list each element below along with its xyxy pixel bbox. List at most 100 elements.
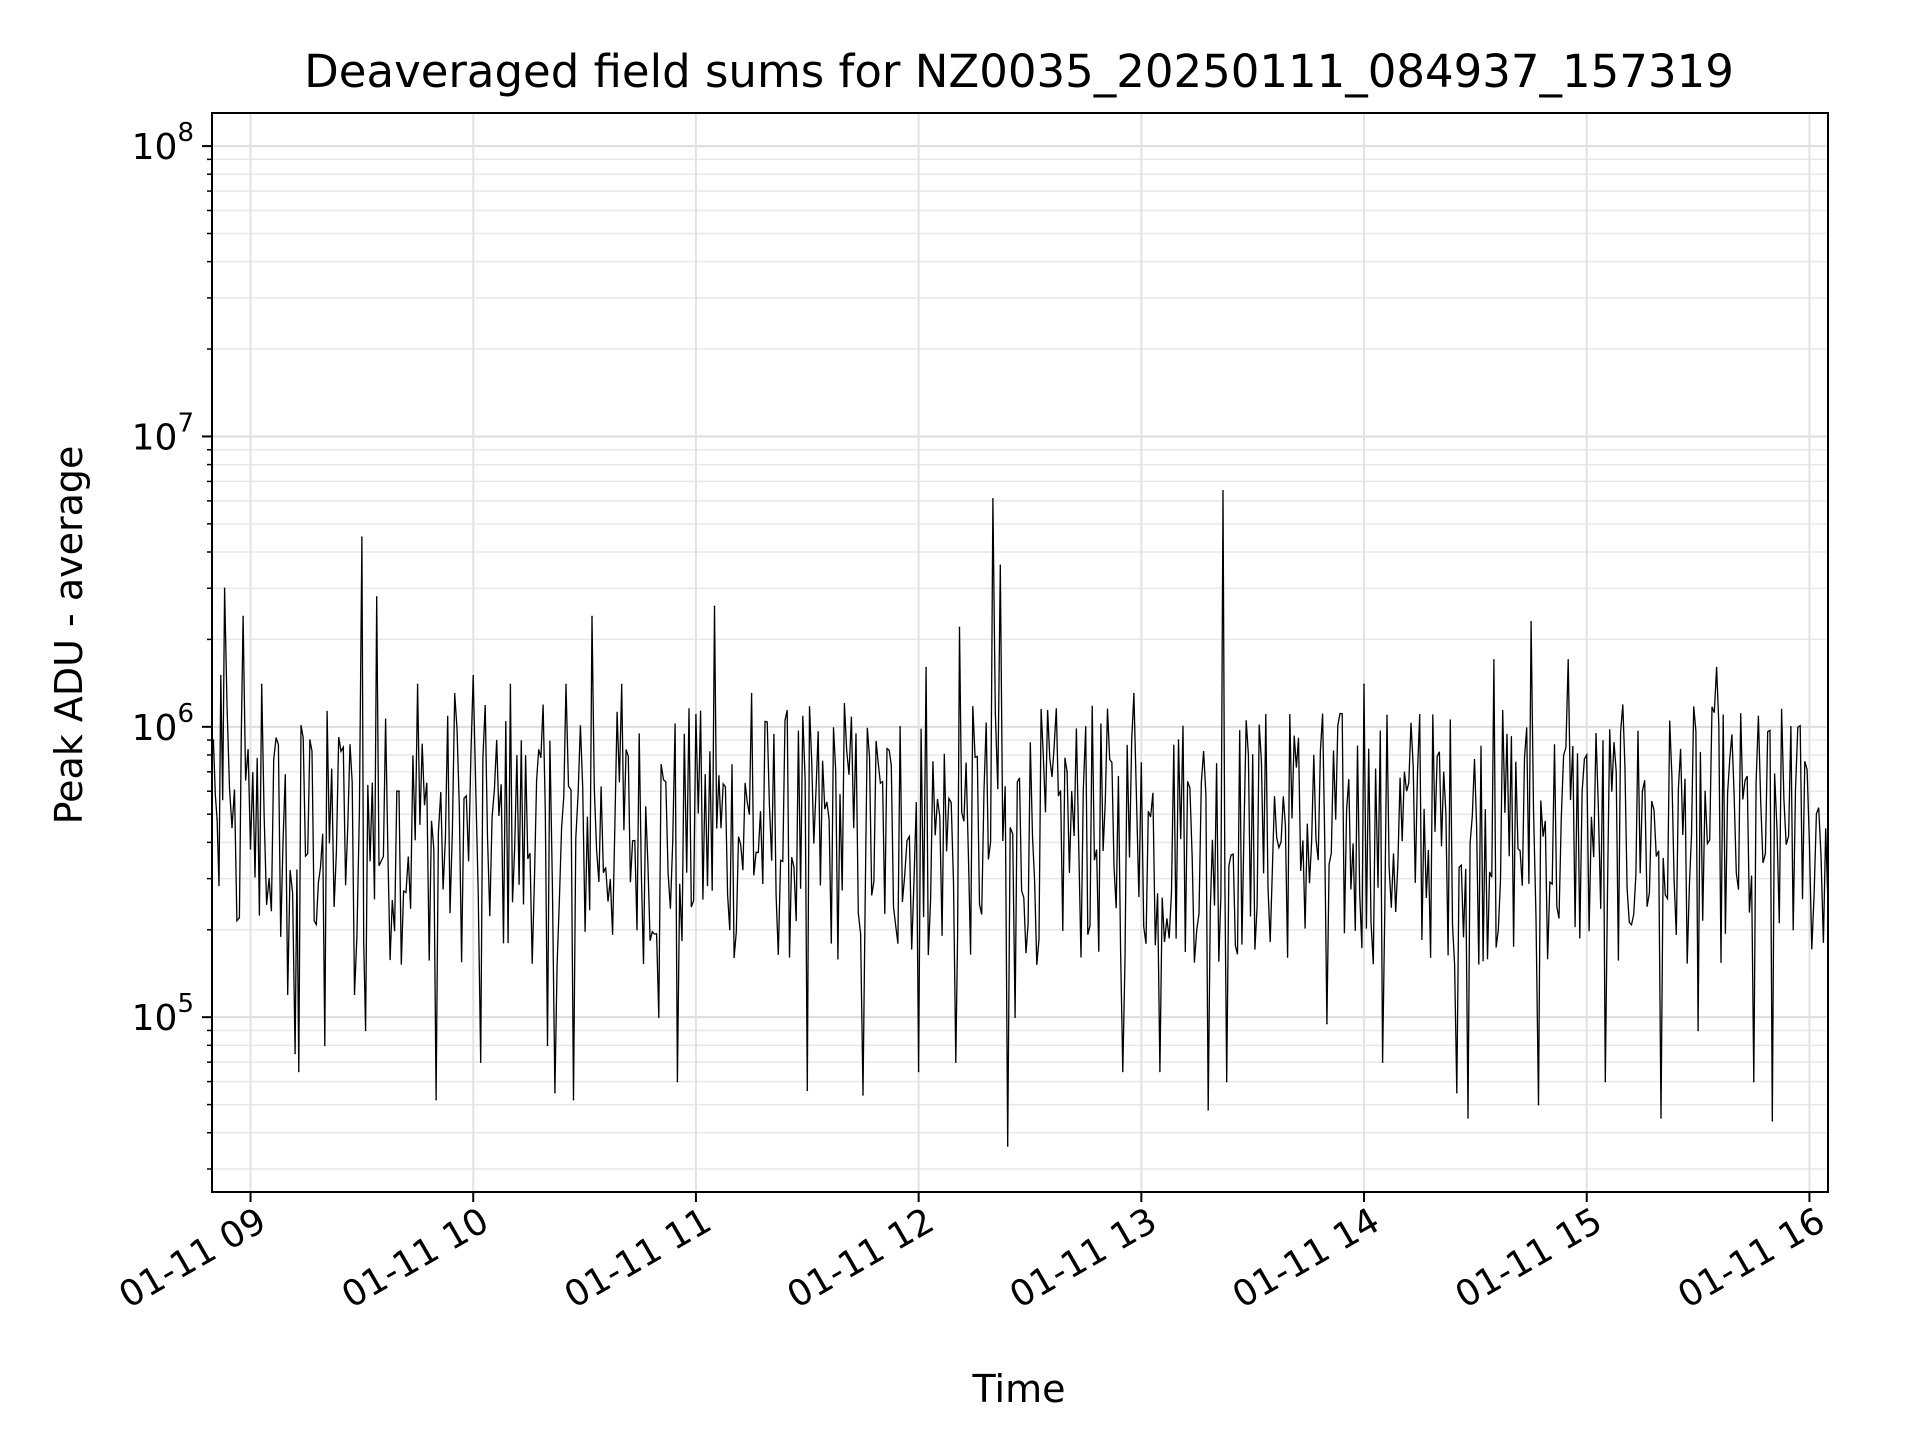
- data-point: [954, 1061, 957, 1063]
- data-point: [1159, 1070, 1161, 1073]
- data-point: [249, 848, 252, 850]
- x-tick-label: 01-11 16: [1671, 1200, 1832, 1316]
- data-point: [453, 692, 456, 695]
- data-point: [294, 1052, 296, 1055]
- data-point: [1567, 659, 1569, 661]
- y-tick-label: 105: [132, 989, 194, 1039]
- data-point: [231, 826, 233, 829]
- data-point: [750, 692, 753, 695]
- data-point: [958, 626, 961, 629]
- data-point: [999, 564, 1002, 567]
- data-point: [1222, 489, 1224, 492]
- data-point: [1493, 659, 1495, 661]
- data-point: [212, 739, 215, 741]
- x-tick-label: 01-11 12: [780, 1200, 941, 1316]
- data-point: [361, 536, 363, 538]
- x-axis-title: Time: [972, 1367, 1066, 1411]
- data-point: [899, 726, 901, 728]
- data-point: [309, 739, 311, 741]
- data-point: [1251, 754, 1254, 756]
- data-point: [554, 1091, 556, 1094]
- data-point: [1808, 841, 1811, 844]
- y-tick-exponent: 8: [177, 118, 194, 148]
- y-tick-exponent: 7: [177, 408, 194, 438]
- data-point: [1585, 754, 1588, 756]
- data-point: [1456, 1091, 1458, 1094]
- data-point: [1660, 1117, 1662, 1119]
- data-point: [268, 877, 270, 880]
- data-point: [1641, 790, 1644, 793]
- series-line: [212, 490, 1829, 1147]
- x-tick-label: 01-11 15: [1449, 1200, 1610, 1316]
- data-point: [1752, 1080, 1755, 1083]
- plot-frame: [211, 112, 1829, 1193]
- data-point: [223, 587, 226, 590]
- data-point: [806, 1089, 809, 1092]
- y-tick-label: 108: [132, 118, 194, 168]
- x-tick-label: 01-11 10: [335, 1200, 496, 1316]
- data-point: [297, 1070, 300, 1073]
- data-point: [1121, 1070, 1124, 1073]
- data-point: [1177, 739, 1180, 741]
- x-tick-label: 01-11 09: [112, 1200, 273, 1316]
- grid-lines: [212, 113, 1828, 1192]
- data-point: [713, 605, 716, 608]
- y-tick-exponent: 5: [177, 989, 194, 1019]
- data-point: [658, 1016, 660, 1018]
- data-point: [416, 683, 419, 686]
- data-point: [509, 683, 512, 686]
- data-point: [1225, 1080, 1228, 1083]
- chart-title: Deaveraged field sums for NZ0035_2025011…: [304, 45, 1734, 98]
- data-point: [862, 1094, 864, 1096]
- data-point: [286, 993, 289, 995]
- data-point: [1140, 762, 1143, 764]
- series-group: [212, 489, 1829, 1147]
- data-point: [260, 683, 263, 686]
- data-point: [992, 497, 994, 500]
- data-point: [1084, 726, 1087, 728]
- x-tick-label: 01-11 14: [1226, 1200, 1387, 1316]
- data-point: [1066, 770, 1068, 773]
- data-point: [1537, 1103, 1540, 1106]
- data-point: [1014, 1016, 1016, 1018]
- data-point: [546, 1044, 549, 1047]
- data-point: [572, 1098, 575, 1101]
- data-point: [591, 615, 593, 618]
- data-point: [1771, 1119, 1774, 1122]
- y-axis-title: Peak ADU - average: [47, 446, 91, 825]
- y-tick-label: 107: [132, 408, 194, 458]
- data-point: [479, 1061, 482, 1063]
- data-point: [472, 674, 475, 677]
- data-point: [220, 674, 222, 677]
- data-point: [620, 683, 623, 686]
- data-point: [435, 1098, 437, 1101]
- y-tick-exponent: 6: [177, 699, 194, 729]
- data-point: [1381, 1061, 1384, 1063]
- data-point: [1715, 666, 1718, 669]
- data-point: [695, 713, 697, 716]
- data-point: [375, 596, 378, 598]
- data-point: [1207, 1108, 1209, 1111]
- data-point: [1604, 1080, 1607, 1083]
- data-point: [1363, 683, 1365, 686]
- data-point: [216, 818, 218, 821]
- x-tick-label: 01-11 13: [1003, 1200, 1164, 1316]
- data-point: [342, 746, 345, 749]
- data-point: [1133, 692, 1135, 695]
- data-point: [843, 703, 846, 705]
- data-point: [676, 1080, 679, 1083]
- data-point: [1790, 726, 1792, 728]
- data-point: [1697, 1029, 1699, 1032]
- data-point: [925, 666, 927, 669]
- data-point: [364, 1029, 367, 1032]
- y-tick-label: 106: [132, 699, 194, 749]
- data-point: [398, 790, 400, 793]
- data-point: [1467, 1117, 1469, 1119]
- data-point: [1326, 1022, 1328, 1025]
- data-point: [242, 615, 244, 618]
- data-point: [565, 683, 567, 686]
- x-tick-label: 01-11 11: [558, 1200, 719, 1316]
- data-point: [238, 916, 241, 919]
